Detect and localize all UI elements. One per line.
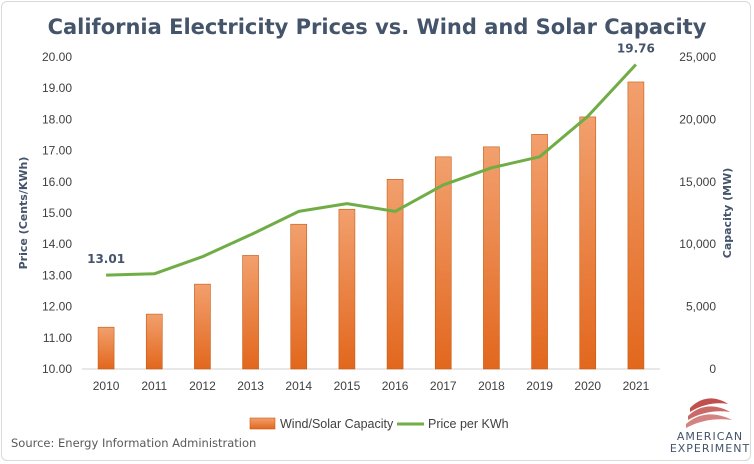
x-tick-label: 2015	[334, 379, 361, 393]
legend-swatch-capacity	[249, 417, 276, 430]
right-tick-label: 20,000	[679, 112, 716, 126]
capacity-bar	[483, 146, 500, 370]
legend-label-capacity: Wind/Solar Capacity	[280, 417, 394, 431]
right-tick-label: 0	[709, 362, 716, 376]
x-tick-label: 2016	[382, 379, 409, 393]
capacity-bar	[290, 223, 308, 370]
x-tick-label: 2011	[141, 379, 167, 393]
logo-text-line1: AMERICAN	[677, 430, 743, 443]
capacity-bar	[386, 179, 404, 370]
left-tick-label: 17.00	[42, 144, 72, 158]
x-tick-label: 2019	[526, 379, 553, 393]
logo-text-line2: EXPERIMENT	[670, 442, 750, 455]
left-axis-label: Price (Cents/KWh)	[17, 157, 30, 270]
logo-stripe-icon	[688, 406, 730, 420]
capacity-bar	[145, 313, 163, 370]
x-axis-ticks: 2010 2011 2012 2013 2014 2015 2016 2017 2018 2019…	[93, 379, 650, 393]
left-tick-label: 20.00	[42, 50, 72, 64]
left-tick-label: 19.00	[42, 81, 72, 95]
right-tick-label: 15,000	[679, 175, 716, 189]
x-tick-label: 2014	[285, 379, 312, 393]
logo-stripe-icon	[690, 398, 728, 412]
x-tick-label: 2018	[478, 379, 505, 393]
price-data-label: 13.01	[87, 252, 125, 266]
price-line	[106, 63, 637, 277]
left-tick-label: 15.00	[42, 206, 72, 220]
capacity-bar	[242, 255, 259, 370]
price-data-label: 19.76	[617, 41, 655, 55]
capacity-bar	[434, 156, 452, 370]
left-tick-label: 14.00	[42, 237, 72, 251]
capacity-bar	[194, 283, 211, 370]
capacity-bar	[531, 134, 548, 370]
american-experiment-logo: AMERICAN EXPERIMENT	[670, 398, 750, 455]
right-tick-label: 5,000	[686, 300, 716, 314]
left-tick-label: 10.00	[42, 362, 72, 376]
x-tick-label: 2010	[93, 379, 120, 393]
x-tick-label: 2017	[430, 379, 457, 393]
right-axis-label: Capacity (MW)	[721, 168, 734, 258]
x-tick-label: 2020	[574, 379, 601, 393]
capacity-bar	[338, 208, 356, 370]
right-tick-label: 25,000	[679, 50, 716, 64]
price-data-labels: 13.01 19.76	[87, 41, 655, 266]
right-axis-ticks: 0 5,000 10,000 15,000 20,000 25,000	[679, 50, 716, 376]
left-tick-label: 12.00	[42, 300, 72, 314]
x-tick-label: 2021	[623, 379, 650, 393]
right-tick-label: 10,000	[679, 237, 716, 251]
left-tick-label: 18.00	[42, 112, 72, 126]
source-note: Source: Energy Information Administratio…	[11, 436, 256, 450]
capacity-bar	[627, 81, 645, 370]
left-axis-ticks: 10.00 11.00 12.00 13.00 14.00 15.00 16.00 17.00…	[42, 50, 72, 376]
left-tick-label: 11.00	[43, 331, 72, 345]
capacity-bar	[579, 116, 597, 370]
x-tick-label: 2013	[237, 379, 264, 393]
legend-label-price: Price per KWh	[428, 417, 509, 431]
capacity-bars	[97, 81, 645, 370]
capacity-bar	[97, 326, 115, 370]
x-tick-label: 2012	[189, 379, 216, 393]
logo-stripe-icon	[686, 414, 732, 428]
left-tick-label: 13.00	[42, 268, 72, 282]
left-tick-label: 16.00	[42, 175, 72, 189]
legend: Wind/Solar Capacity Price per KWh	[249, 417, 509, 431]
chart-title: California Electricity Prices vs. Wind a…	[48, 15, 707, 39]
